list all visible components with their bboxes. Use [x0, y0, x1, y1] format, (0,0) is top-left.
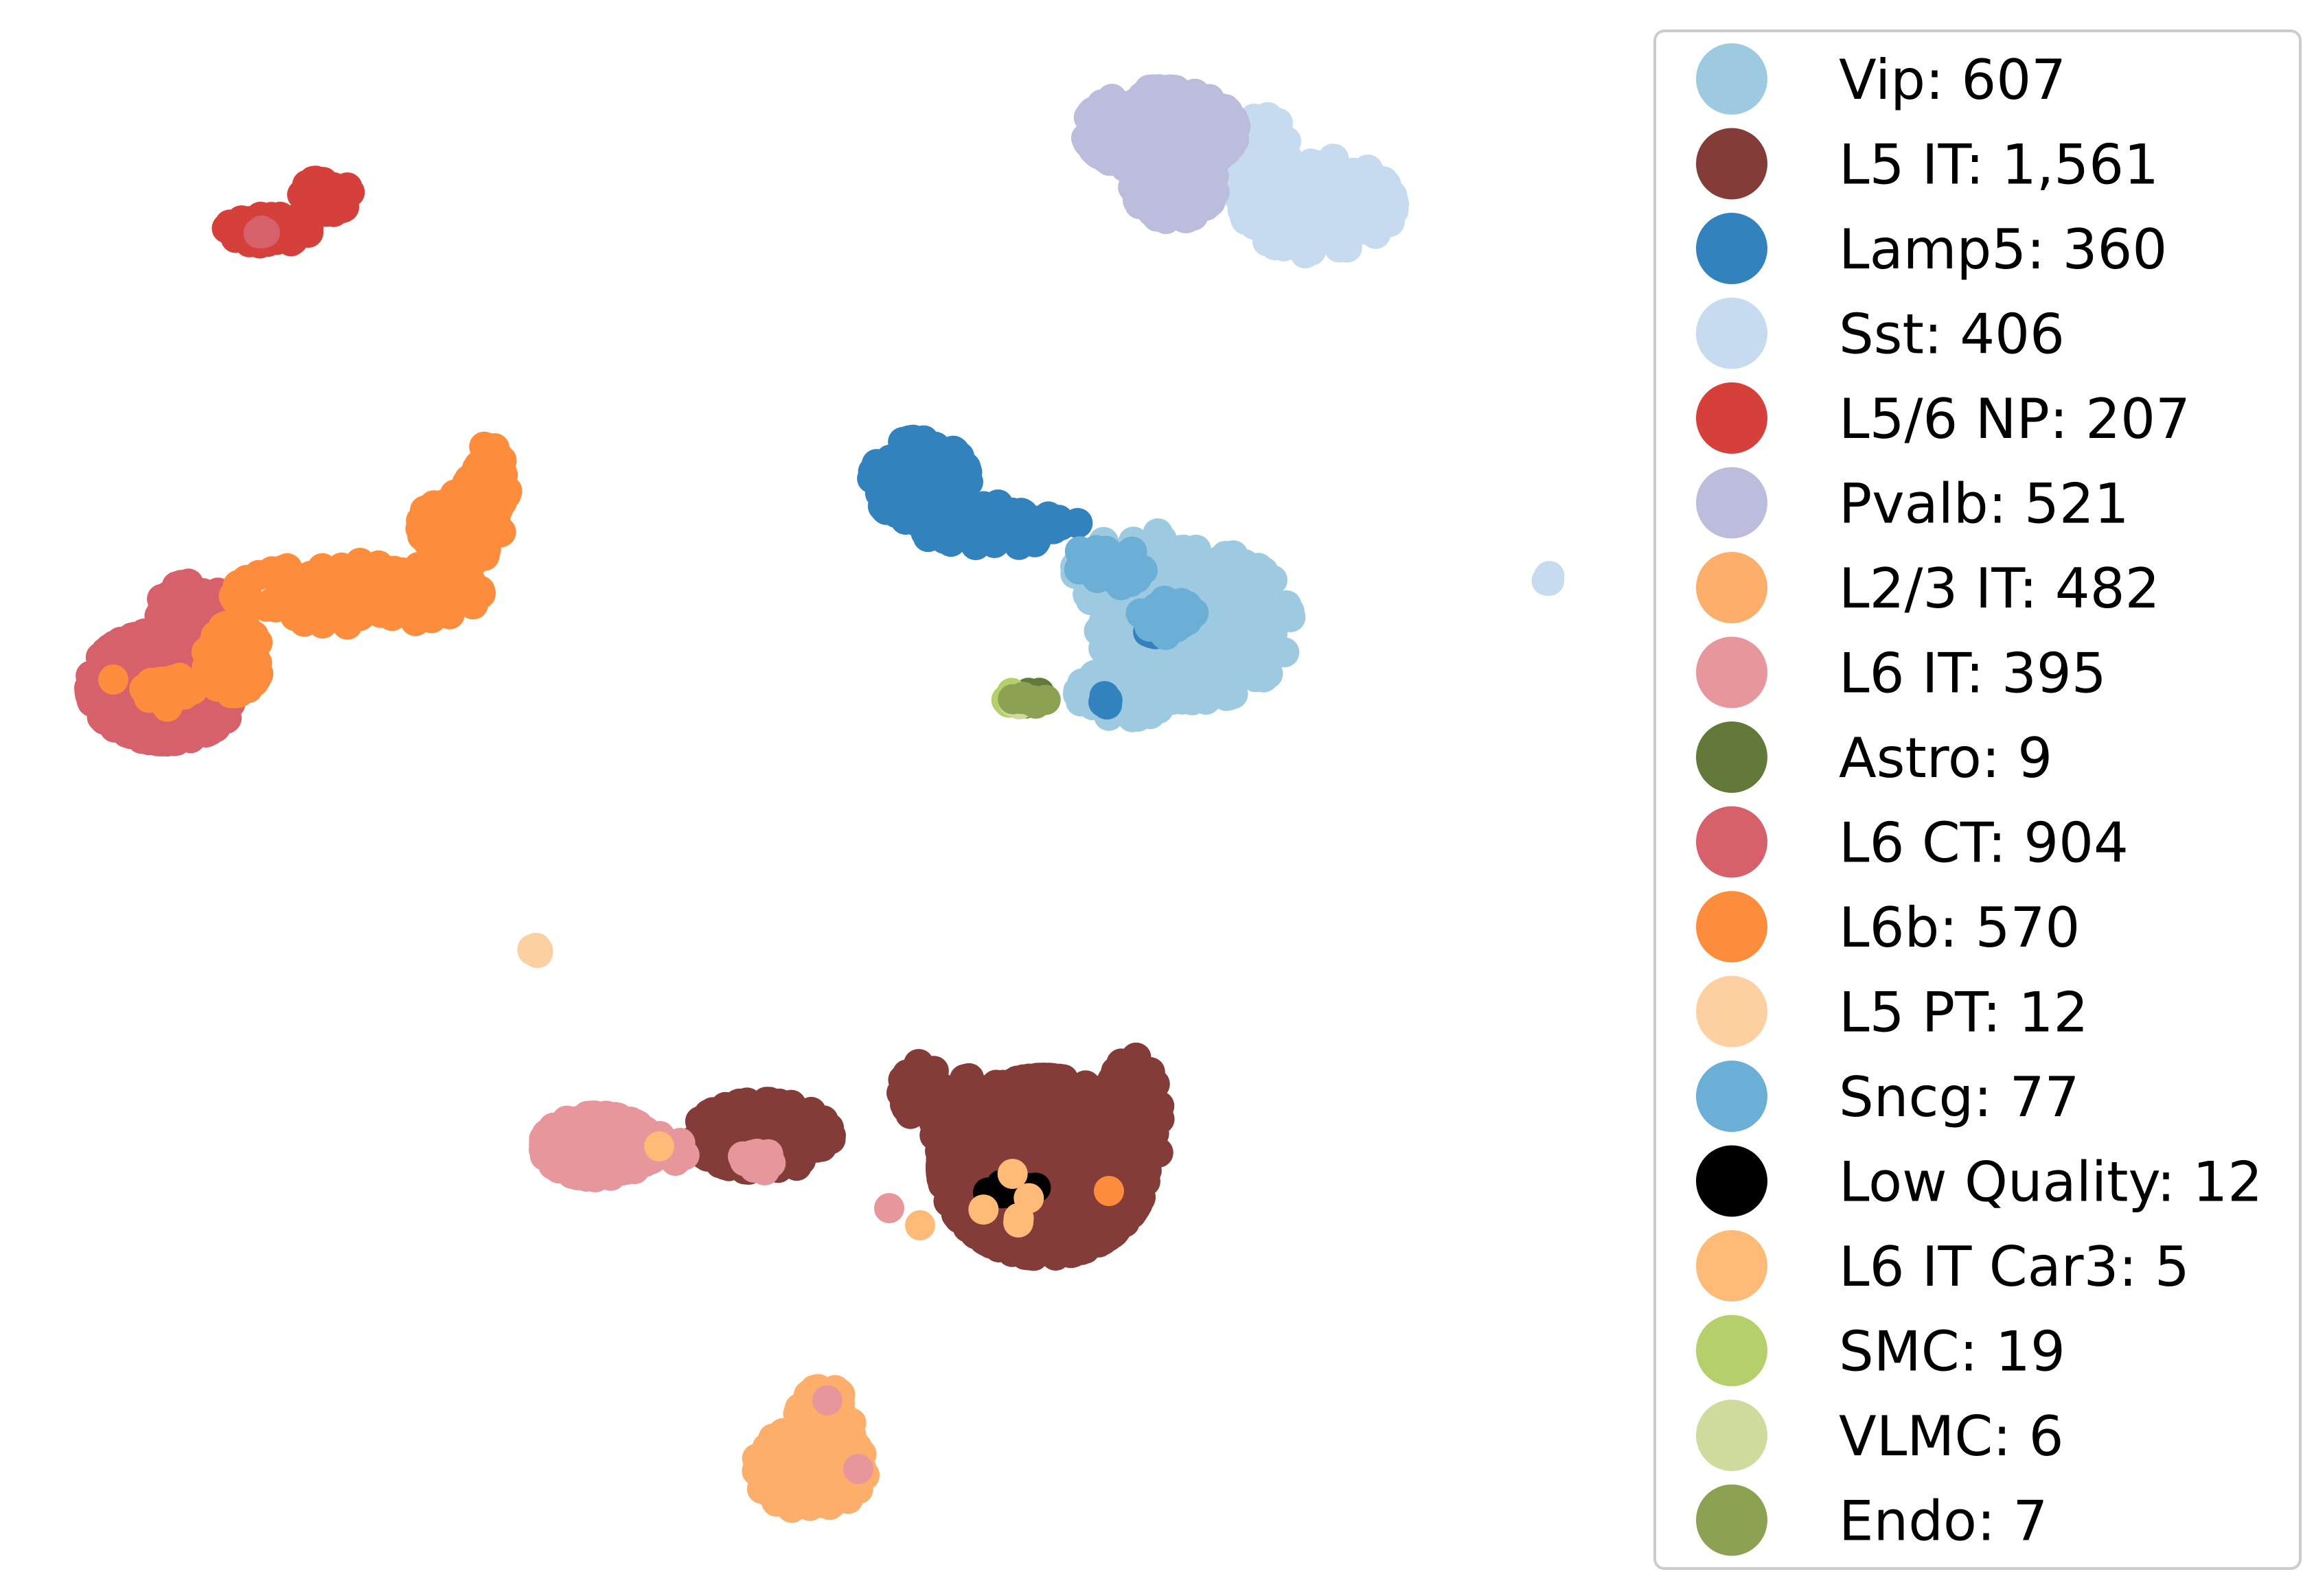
point-l2-3-it [767, 1484, 798, 1515]
point-sst [1239, 167, 1270, 198]
point-l6-it [562, 1159, 593, 1190]
point-sst [1353, 161, 1384, 192]
point-lamp5 [1088, 686, 1119, 717]
series-pvalb [1070, 74, 1251, 234]
point-l5-it [751, 1087, 782, 1118]
point-l5-it [767, 1111, 798, 1142]
series-l2-3-it [742, 1374, 880, 1523]
point-sst [1321, 181, 1352, 211]
point-vip [1124, 689, 1155, 720]
point-lamp5 [986, 502, 1017, 533]
point-l5-it [981, 1069, 1011, 1100]
point-sst [1317, 217, 1348, 247]
point-pvalb [1148, 99, 1179, 130]
point-sst [1533, 562, 1564, 592]
point-vip [1189, 648, 1220, 678]
point-l2-3-it [795, 1424, 826, 1455]
point-pvalb [1180, 78, 1211, 109]
point-l5-it [1115, 1113, 1146, 1144]
point-vip [1217, 597, 1248, 628]
point-vip [1219, 553, 1250, 583]
series-lamp5 [857, 424, 1177, 720]
point-l5-it [1143, 1137, 1173, 1168]
point-sst [1259, 120, 1290, 151]
point-l5-it [904, 1049, 934, 1080]
point-l5-it [1028, 1118, 1059, 1149]
point-l5-it [1047, 1166, 1078, 1197]
point-lamp5 [914, 434, 945, 465]
point-lamp5 [1012, 522, 1043, 553]
point-l5-it [1084, 1227, 1114, 1258]
point-lamp5 [963, 505, 993, 535]
point-l6-it [593, 1105, 623, 1136]
series-l6-it [529, 1100, 786, 1192]
point-l5-it [959, 1113, 990, 1144]
point-l5-it [1125, 1052, 1156, 1083]
point-lamp5 [1043, 505, 1074, 535]
point-l6-it [543, 1133, 574, 1164]
series-l5-6-np [211, 165, 365, 259]
point-lamp5 [939, 437, 970, 467]
point-l5-it [1116, 1089, 1147, 1120]
series-sst [1217, 102, 1565, 596]
point-l6-it [751, 1145, 782, 1176]
point-l6-it [599, 1137, 630, 1168]
point-l5-it [1029, 1092, 1060, 1123]
point-pvalb [1097, 137, 1128, 167]
point-l5-it [913, 1085, 944, 1116]
point-l2-3-it [817, 1451, 848, 1482]
point-l5-6-np [303, 181, 334, 211]
point-pvalb [1179, 140, 1210, 171]
point-l6-it [559, 1109, 590, 1140]
point-vip [1088, 607, 1119, 638]
point-lamp5 [858, 456, 889, 487]
point-sst [1345, 193, 1376, 224]
point-vip [1157, 684, 1188, 715]
point-lamp5 [928, 462, 959, 492]
point-vip [1177, 557, 1208, 588]
point-vip [1241, 662, 1272, 693]
point-l5-it [1010, 1239, 1041, 1270]
scatter-plot-area [74, 74, 1565, 1523]
point-pvalb [1151, 194, 1182, 224]
point-pvalb [1178, 200, 1208, 231]
point-vip [1233, 624, 1264, 655]
point-l5-it [951, 1063, 982, 1094]
point-l5-it [1034, 1063, 1065, 1094]
point-vip [1244, 557, 1274, 588]
point-l5-it [1106, 1149, 1137, 1180]
point-vip [1063, 679, 1093, 710]
